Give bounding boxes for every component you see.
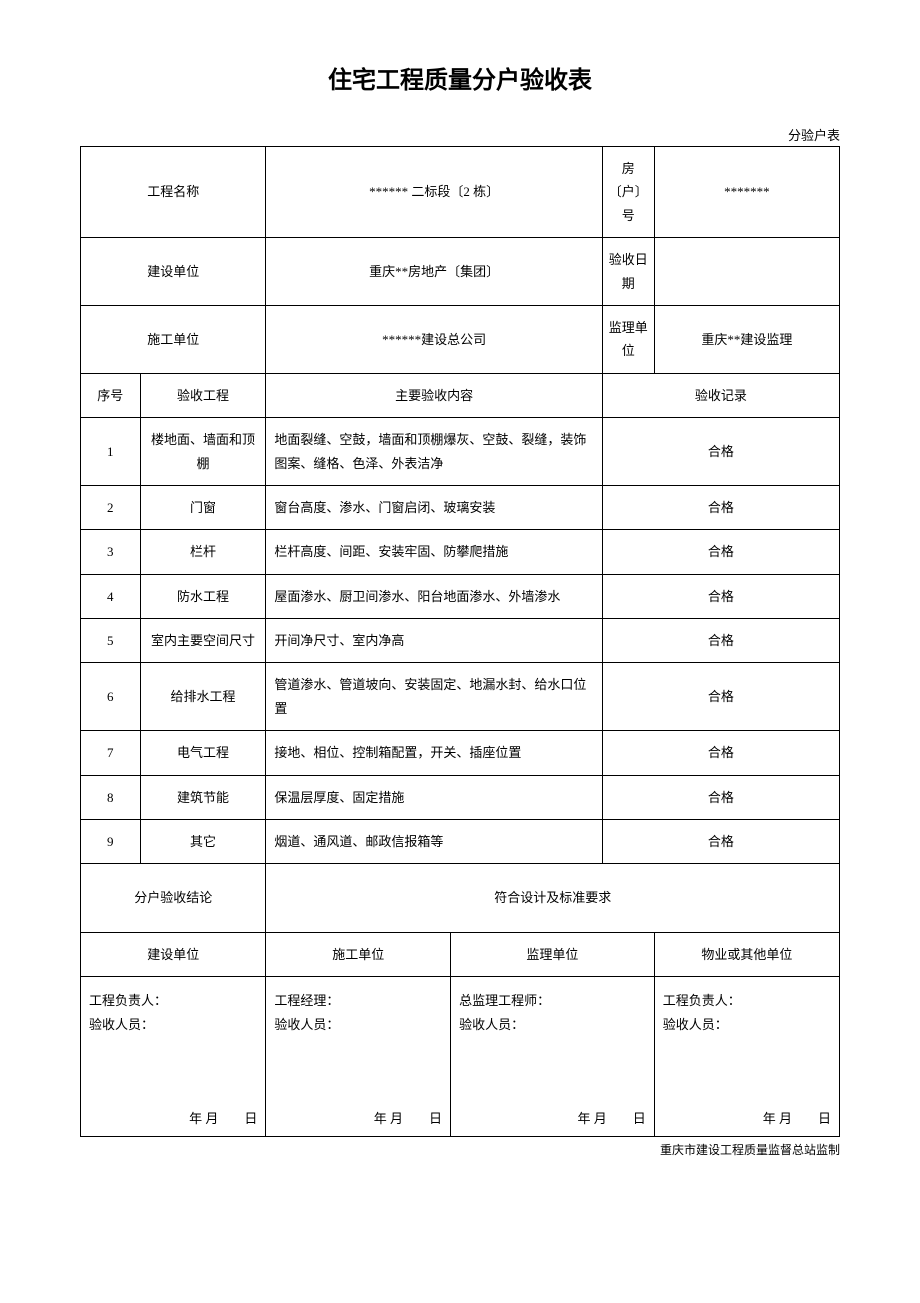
cell-record: 合格 <box>602 820 839 864</box>
supervision-unit-value: 重庆**建设监理 <box>654 305 839 373</box>
cell-seq: 7 <box>81 731 141 775</box>
sig-date: 年 月 日 <box>578 1107 646 1130</box>
sig-date: 年 月 日 <box>763 1107 831 1130</box>
signature-body-row: 工程负责人： 验收人员： 年 月 日 工程经理： 验收人员： 年 月 日 总监理… <box>81 977 840 1137</box>
table-row: 1 楼地面、墙面和顶棚 地面裂缝、空鼓，墙面和顶棚爆灰、空鼓、裂缝，装饰图案、缝… <box>81 418 840 486</box>
cell-record: 合格 <box>602 530 839 574</box>
cell-item: 防水工程 <box>140 574 266 618</box>
col-seq: 序号 <box>81 373 141 417</box>
conclusion-value: 符合设计及标准要求 <box>266 864 840 932</box>
table-row: 9 其它 烟道、通风道、邮政信报箱等 合格 <box>81 820 840 864</box>
cell-content: 保温层厚度、固定措施 <box>266 775 602 819</box>
cell-item: 电气工程 <box>140 731 266 775</box>
project-name-label: 工程名称 <box>81 147 266 238</box>
table-row: 3 栏杆 栏杆高度、间距、安装牢固、防攀爬措施 合格 <box>81 530 840 574</box>
header-row-2: 建设单位 重庆**房地产〔集团〕 验收日期 <box>81 238 840 306</box>
cell-content: 接地、相位、控制箱配置，开关、插座位置 <box>266 731 602 775</box>
cell-seq: 8 <box>81 775 141 819</box>
table-row: 5 室内主要空间尺寸 开间净尺寸、室内净高 合格 <box>81 619 840 663</box>
cell-content: 屋面渗水、厨卫间渗水、阳台地面渗水、外墙渗水 <box>266 574 602 618</box>
accept-date-value <box>654 238 839 306</box>
cell-item: 门窗 <box>140 485 266 529</box>
supervision-unit-label: 监理单位 <box>602 305 654 373</box>
cell-record: 合格 <box>602 418 839 486</box>
footer-note: 重庆市建设工程质量监督总站监制 <box>80 1141 840 1158</box>
cell-item: 其它 <box>140 820 266 864</box>
cell-item: 建筑节能 <box>140 775 266 819</box>
sig-cell-property: 工程负责人： 验收人员： 年 月 日 <box>654 977 839 1137</box>
cell-record: 合格 <box>602 574 839 618</box>
cell-content: 烟道、通风道、邮政信报箱等 <box>266 820 602 864</box>
conclusion-row: 分户验收结论 符合设计及标准要求 <box>81 864 840 932</box>
build-unit-label: 建设单位 <box>81 238 266 306</box>
sig-person1: 工程经理： <box>274 989 442 1012</box>
sig-header-construct: 施工单位 <box>266 932 451 976</box>
cell-content: 开间净尺寸、室内净高 <box>266 619 602 663</box>
cell-content: 地面裂缝、空鼓，墙面和顶棚爆灰、空鼓、裂缝，装饰图案、缝格、色泽、外表洁净 <box>266 418 602 486</box>
cell-seq: 3 <box>81 530 141 574</box>
sig-person1: 总监理工程师： <box>459 989 646 1012</box>
header-row-3: 施工单位 ******建设总公司 监理单位 重庆**建设监理 <box>81 305 840 373</box>
table-row: 8 建筑节能 保温层厚度、固定措施 合格 <box>81 775 840 819</box>
cell-record: 合格 <box>602 775 839 819</box>
sig-cell-supervision: 总监理工程师： 验收人员： 年 月 日 <box>451 977 655 1137</box>
accept-date-label: 验收日期 <box>602 238 654 306</box>
sig-date: 年 月 日 <box>189 1107 257 1130</box>
table-label: 分验户表 <box>80 125 840 144</box>
inspection-table: 工程名称 ****** 二标段〔2 栋〕 房〔户〕号 ******* 建设单位 … <box>80 146 840 1137</box>
build-unit-value: 重庆**房地产〔集团〕 <box>266 238 602 306</box>
cell-content: 管道渗水、管道坡向、安装固定、地漏水封、给水口位置 <box>266 663 602 731</box>
construct-unit-label: 施工单位 <box>81 305 266 373</box>
cell-seq: 2 <box>81 485 141 529</box>
table-row: 2 门窗 窗台高度、渗水、门窗启闭、玻璃安装 合格 <box>81 485 840 529</box>
page-title: 住宅工程质量分户验收表 <box>80 60 840 95</box>
sig-header-property: 物业或其他单位 <box>654 932 839 976</box>
col-item: 验收工程 <box>140 373 266 417</box>
conclusion-label: 分户验收结论 <box>81 864 266 932</box>
sig-cell-construct: 工程经理： 验收人员： 年 月 日 <box>266 977 451 1137</box>
cell-seq: 4 <box>81 574 141 618</box>
cell-content: 窗台高度、渗水、门窗启闭、玻璃安装 <box>266 485 602 529</box>
sig-person1: 工程负责人： <box>663 989 831 1012</box>
house-no-value: ******* <box>654 147 839 238</box>
cell-item: 室内主要空间尺寸 <box>140 619 266 663</box>
cell-item: 栏杆 <box>140 530 266 574</box>
sig-person2: 验收人员： <box>89 1013 257 1036</box>
cell-content: 栏杆高度、间距、安装牢固、防攀爬措施 <box>266 530 602 574</box>
cell-item: 给排水工程 <box>140 663 266 731</box>
sig-person2: 验收人员： <box>663 1013 831 1036</box>
sig-date: 年 月 日 <box>374 1107 442 1130</box>
cell-record: 合格 <box>602 485 839 529</box>
sig-person1: 工程负责人： <box>89 989 257 1012</box>
column-header-row: 序号 验收工程 主要验收内容 验收记录 <box>81 373 840 417</box>
signature-header-row: 建设单位 施工单位 监理单位 物业或其他单位 <box>81 932 840 976</box>
project-name-value: ****** 二标段〔2 栋〕 <box>266 147 602 238</box>
header-row-1: 工程名称 ****** 二标段〔2 栋〕 房〔户〕号 ******* <box>81 147 840 238</box>
sig-person2: 验收人员： <box>274 1013 442 1036</box>
cell-seq: 1 <box>81 418 141 486</box>
sig-cell-build: 工程负责人： 验收人员： 年 月 日 <box>81 977 266 1137</box>
col-record: 验收记录 <box>602 373 839 417</box>
cell-seq: 9 <box>81 820 141 864</box>
house-no-label: 房〔户〕号 <box>602 147 654 238</box>
sig-header-build: 建设单位 <box>81 932 266 976</box>
construct-unit-value: ******建设总公司 <box>266 305 602 373</box>
sig-person2: 验收人员： <box>459 1013 646 1036</box>
cell-seq: 6 <box>81 663 141 731</box>
table-row: 7 电气工程 接地、相位、控制箱配置，开关、插座位置 合格 <box>81 731 840 775</box>
cell-record: 合格 <box>602 731 839 775</box>
table-row: 4 防水工程 屋面渗水、厨卫间渗水、阳台地面渗水、外墙渗水 合格 <box>81 574 840 618</box>
sig-header-supervision: 监理单位 <box>451 932 655 976</box>
cell-record: 合格 <box>602 663 839 731</box>
cell-item: 楼地面、墙面和顶棚 <box>140 418 266 486</box>
cell-record: 合格 <box>602 619 839 663</box>
col-content: 主要验收内容 <box>266 373 602 417</box>
cell-seq: 5 <box>81 619 141 663</box>
table-row: 6 给排水工程 管道渗水、管道坡向、安装固定、地漏水封、给水口位置 合格 <box>81 663 840 731</box>
